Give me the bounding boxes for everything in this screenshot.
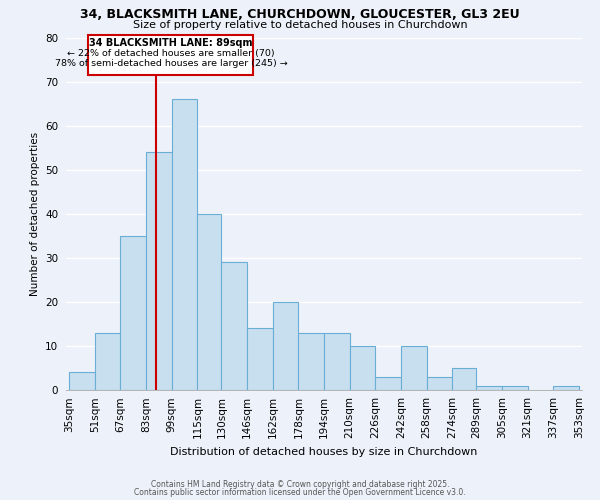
Bar — [350, 346, 375, 390]
Text: Contains HM Land Registry data © Crown copyright and database right 2025.: Contains HM Land Registry data © Crown c… — [151, 480, 449, 489]
FancyBboxPatch shape — [88, 36, 253, 75]
Bar — [375, 377, 401, 390]
Bar — [476, 386, 502, 390]
Bar — [273, 302, 298, 390]
Text: Contains public sector information licensed under the Open Government Licence v3: Contains public sector information licen… — [134, 488, 466, 497]
Bar — [452, 368, 476, 390]
Bar — [121, 236, 146, 390]
Bar — [69, 372, 95, 390]
Bar — [427, 377, 452, 390]
Bar — [553, 386, 579, 390]
Bar — [197, 214, 221, 390]
Bar — [502, 386, 527, 390]
Bar — [172, 99, 197, 390]
Bar — [247, 328, 273, 390]
Bar — [146, 152, 172, 390]
Text: ← 22% of detached houses are smaller (70): ← 22% of detached houses are smaller (70… — [67, 48, 275, 58]
X-axis label: Distribution of detached houses by size in Churchdown: Distribution of detached houses by size … — [170, 446, 478, 456]
Text: 34, BLACKSMITH LANE, CHURCHDOWN, GLOUCESTER, GL3 2EU: 34, BLACKSMITH LANE, CHURCHDOWN, GLOUCES… — [80, 8, 520, 20]
Bar — [401, 346, 427, 390]
Text: Size of property relative to detached houses in Churchdown: Size of property relative to detached ho… — [133, 20, 467, 30]
Text: 34 BLACKSMITH LANE: 89sqm: 34 BLACKSMITH LANE: 89sqm — [89, 38, 253, 48]
Bar — [95, 332, 121, 390]
Bar — [298, 332, 324, 390]
Bar — [324, 332, 350, 390]
Y-axis label: Number of detached properties: Number of detached properties — [29, 132, 40, 296]
Text: 78% of semi-detached houses are larger (245) →: 78% of semi-detached houses are larger (… — [55, 58, 287, 68]
Bar — [221, 262, 247, 390]
